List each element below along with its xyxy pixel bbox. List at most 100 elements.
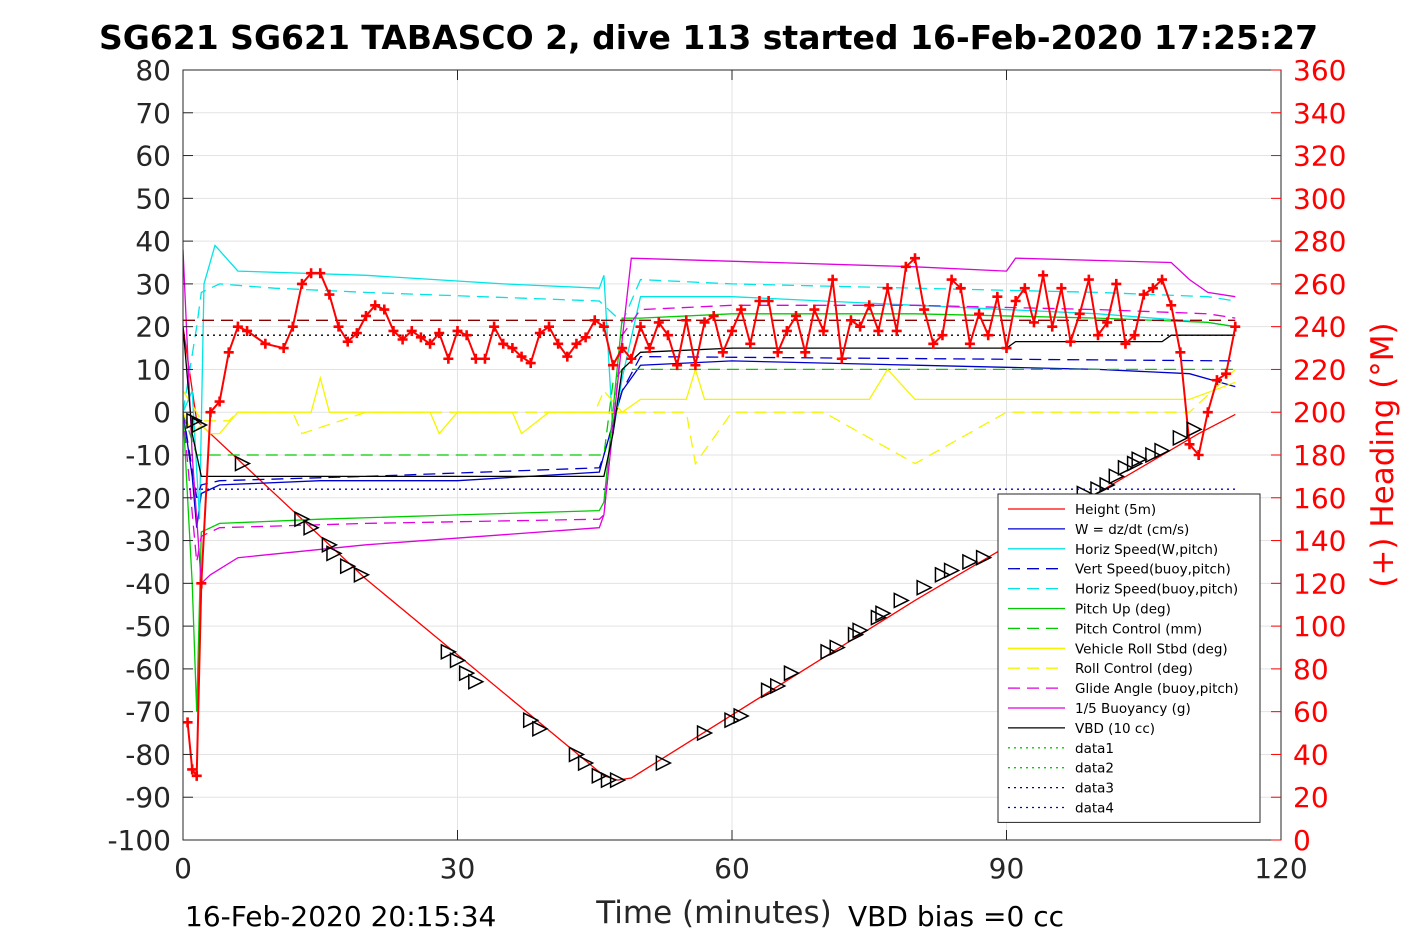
heading-marker [324,289,335,300]
heading-marker [1138,289,1149,300]
series-line-10 [183,249,1236,585]
y2-tick-label: 120 [1293,567,1346,600]
y2-tick-label: 260 [1293,268,1346,301]
depth-marker [522,712,540,729]
heading-marker [727,325,737,336]
depth-marker [975,549,993,566]
heading-marker [1038,270,1049,281]
depth-marker [893,592,910,609]
depth-marker [916,579,933,596]
depth-marker [600,771,618,789]
heading-marker [1193,450,1204,460]
depth-marker [820,643,837,660]
heading-marker [891,325,902,336]
heading-marker [196,578,207,589]
depth-marker [326,545,343,562]
heading-marker [1019,283,1030,294]
x-tick-label: 30 [440,852,476,885]
y2-tick-label: 40 [1293,738,1329,771]
x-tick-label: 90 [989,852,1025,885]
heading-marker [919,304,930,315]
legend-label: Pitch Control (mm) [1075,621,1202,637]
y2-tick-label: 340 [1293,97,1346,130]
depth-marker [577,754,595,772]
depth-marker [783,664,801,682]
heading-marker [818,325,829,336]
legend-label: Horiz Speed(buoy,pitch) [1075,582,1238,598]
heading-marker [617,343,628,354]
heading-marker [827,274,838,285]
y2-tick-label: 20 [1293,781,1329,814]
y2-tick-label: 180 [1293,439,1346,472]
depth-marker [449,652,467,669]
y2-tick-label: 220 [1293,353,1346,386]
heading-marker [370,300,381,311]
heading-marker [183,717,193,728]
heading-marker [562,351,573,362]
heading-marker [443,353,454,364]
y2-tick-label: 60 [1293,696,1329,729]
heading-marker [1111,278,1122,289]
heading-marker [974,308,985,319]
heading-marker [461,330,472,341]
y-tick-label: -100 [107,824,171,857]
depth-marker [609,771,627,789]
heading-marker [662,330,673,341]
heading-marker [1230,321,1241,332]
heading-marker [864,300,875,311]
heading-marker [434,328,445,339]
depth-marker [733,707,750,725]
heading-marker [589,315,600,326]
heading-marker [873,325,884,336]
depth-marker [829,639,846,656]
heading-marker [406,325,417,336]
heading-marker [653,317,664,328]
y-tick-label: 30 [135,268,171,301]
heading-marker [571,338,582,349]
depth-marker [655,754,673,772]
heading-marker [452,325,463,336]
y2-tick-label: 160 [1293,482,1346,515]
legend-label: W = dz/dt (cm/s) [1075,522,1189,538]
heading-marker [955,283,966,294]
heading-marker [809,304,820,315]
legend-label: data1 [1075,741,1114,757]
x-tick-label: 120 [1254,852,1307,885]
heading-marker [580,332,591,343]
y-tick-label: 60 [135,140,171,173]
y-tick-label: -10 [125,439,171,472]
legend-label: Roll Control (deg) [1075,661,1193,677]
heading-marker [1083,274,1094,285]
depth-marker [191,416,209,434]
heading-marker [379,304,390,315]
heading-marker [278,343,289,354]
y2-tick-label: 240 [1293,311,1346,344]
y-tick-label: 20 [135,311,171,344]
depth-marker [847,626,865,643]
heading-marker [296,278,307,289]
heading-marker [553,338,564,349]
footer-vbd-bias: VBD bias =0 cc [848,900,1064,933]
heading-marker [525,358,536,369]
depth-marker [724,712,741,729]
heading-marker [882,283,893,294]
chart-title: SG621 SG621 TABASCO 2, dive 113 started … [98,18,1319,57]
series-line-2 [183,244,1236,520]
y2-tick-label: 200 [1293,396,1346,429]
heading-marker [781,325,792,336]
depth-marker [852,622,869,639]
legend-label: Glide Angle (buoy,pitch) [1075,681,1239,697]
depth-marker [943,562,961,579]
x-tick-label: 0 [174,852,192,885]
heading-marker [1211,375,1222,386]
heading-marker [1065,336,1076,347]
series-line-3 [183,355,1236,499]
y-tick-label: 50 [135,182,171,215]
y-tick-label: -40 [125,567,171,600]
heading-marker [1001,343,1012,354]
legend-label: VBD (10 cc) [1075,721,1155,737]
heading-marker [415,332,426,343]
depth-marker [760,682,778,699]
